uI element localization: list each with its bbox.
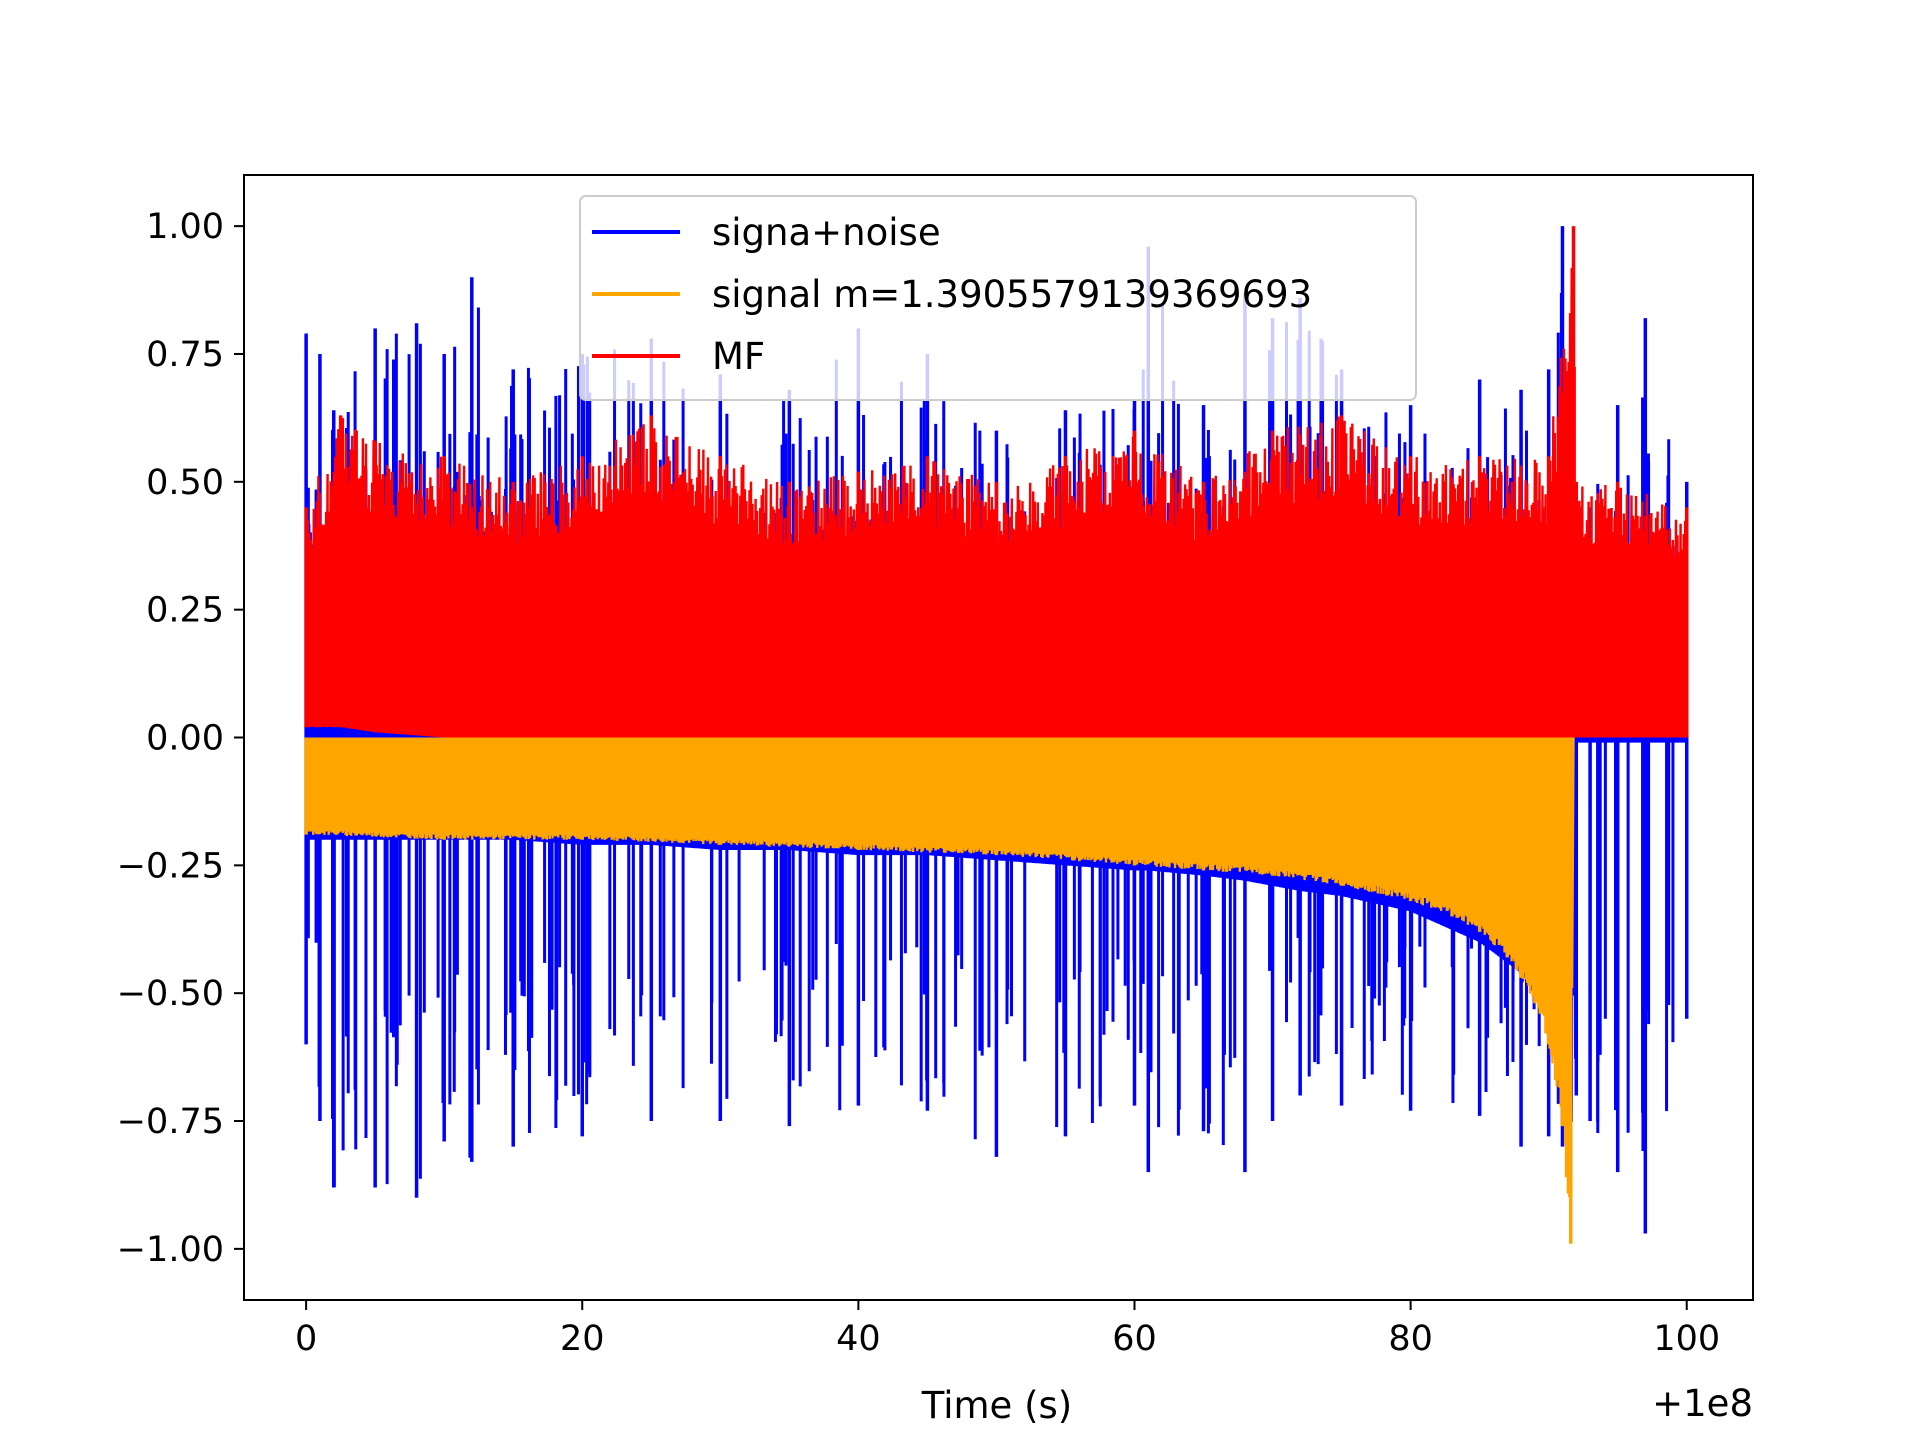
y-tick-label: −0.25 xyxy=(117,846,224,886)
x-axis: 0 20 40 60 80 100 xyxy=(295,1300,1720,1359)
legend-entry: signa+noise xyxy=(712,211,941,254)
y-axis: 1.00 0.75 0.50 0.25 0.00 −0.25 −0.50 −0.75 −1.00 xyxy=(117,207,244,1270)
x-tick-label: 60 xyxy=(1112,1319,1157,1359)
x-offset-label: +1e8 xyxy=(1652,1382,1753,1425)
y-tick-label: 0.75 xyxy=(146,335,224,375)
y-tick-label: −1.00 xyxy=(117,1230,224,1270)
y-tick-label: −0.75 xyxy=(117,1102,224,1142)
y-tick-label: 0.50 xyxy=(146,463,224,503)
legend: signa+noise signal m=1.3905579139369693 MF xyxy=(579,195,1417,401)
y-tick-label: 0.00 xyxy=(146,719,224,759)
x-tick-label: 80 xyxy=(1388,1319,1433,1359)
y-tick-label: −0.50 xyxy=(117,974,224,1014)
x-tick-label: 40 xyxy=(836,1319,881,1359)
x-tick-label: 0 xyxy=(295,1319,317,1359)
legend-box xyxy=(579,195,1417,401)
y-tick-label: 0.25 xyxy=(146,591,224,631)
x-tick-label: 100 xyxy=(1653,1319,1720,1359)
legend-entry: signal m=1.3905579139369693 xyxy=(712,273,1312,316)
series-layer xyxy=(304,226,1689,1244)
y-tick-label: 1.00 xyxy=(146,207,224,247)
x-axis-label: Time (s) xyxy=(921,1384,1072,1427)
x-tick-label: 20 xyxy=(560,1319,605,1359)
series-2 xyxy=(304,226,1689,738)
legend-entry: MF xyxy=(712,335,765,378)
